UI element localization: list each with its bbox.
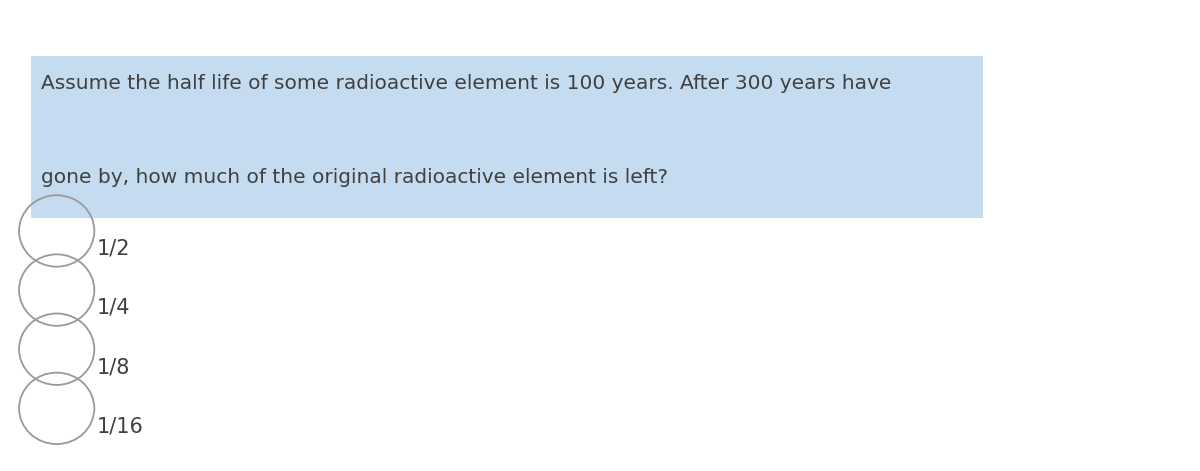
Text: 1/4: 1/4 bbox=[97, 298, 130, 318]
Text: Assume the half life of some radioactive element is 100 years. After 300 years h: Assume the half life of some radioactive… bbox=[42, 74, 892, 93]
Text: 1/2: 1/2 bbox=[97, 239, 130, 259]
Text: 1/8: 1/8 bbox=[97, 357, 130, 377]
Text: Question 5 (1 point): Question 5 (1 point) bbox=[12, 4, 166, 19]
Text: 1/16: 1/16 bbox=[97, 416, 144, 436]
Text: gone by, how much of the original radioactive element is left?: gone by, how much of the original radioa… bbox=[42, 168, 668, 187]
FancyBboxPatch shape bbox=[31, 57, 983, 219]
